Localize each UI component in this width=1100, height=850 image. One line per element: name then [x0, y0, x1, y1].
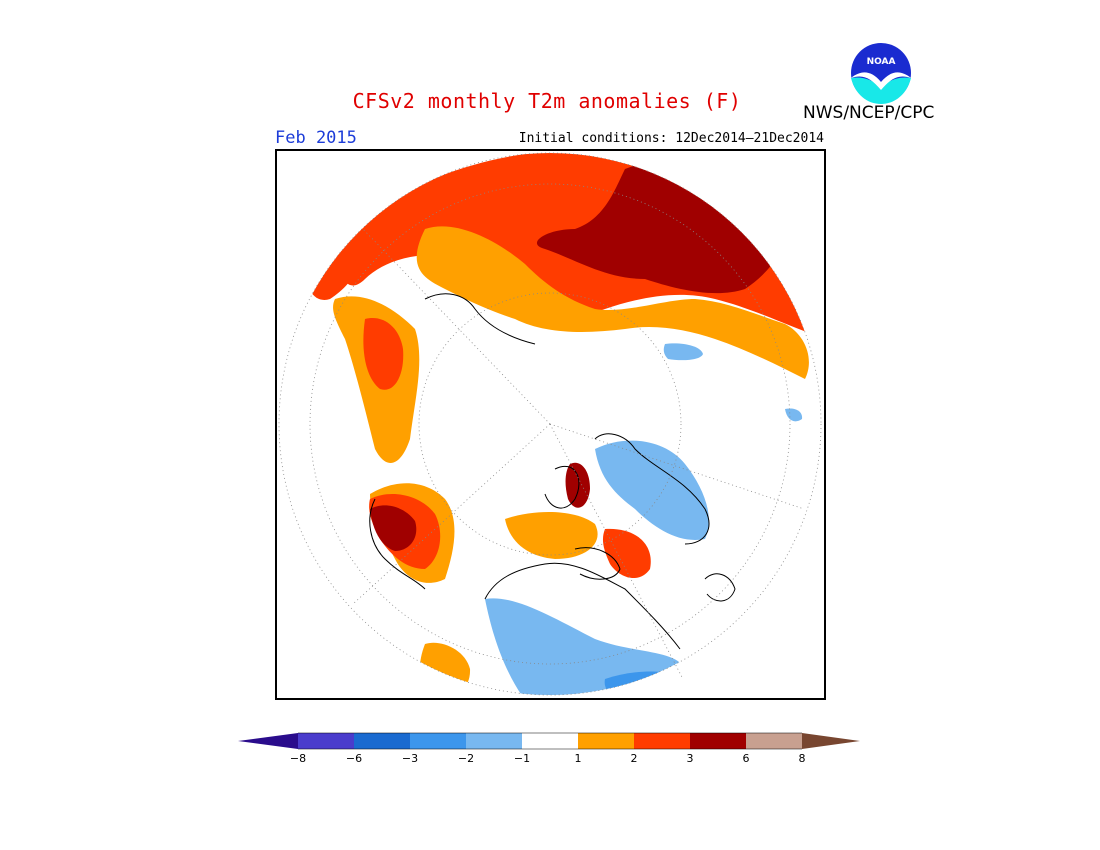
- legend-tick-label: 8: [798, 752, 806, 765]
- coastlines: [369, 293, 736, 650]
- legend-bin: [410, 733, 466, 749]
- map-frame-border: [275, 149, 826, 700]
- mild-warm-anomaly-region: [416, 226, 809, 379]
- legend-tick-label: −3: [401, 752, 419, 765]
- polar-map: [275, 149, 826, 700]
- canada-arctic-warm-region: [505, 512, 598, 559]
- graticule: [278, 152, 822, 696]
- legend-tick-label: 6: [742, 752, 750, 765]
- noaa-logo: NOAA: [850, 42, 912, 104]
- legend-tick-label: −2: [457, 752, 475, 765]
- legend-bin: [634, 733, 690, 749]
- legend-tick-label: −1: [513, 752, 531, 765]
- legend-bin: [466, 733, 522, 749]
- legend-arrow-high: [802, 733, 860, 749]
- legend-bin: [522, 733, 578, 749]
- alaska-very-warm-region: [370, 505, 417, 551]
- greenland-cold-region: [595, 440, 709, 540]
- logo-text: NOAA: [867, 57, 896, 67]
- anomaly-field: [305, 153, 821, 695]
- canada-arctic-warm-region-2: [602, 528, 651, 579]
- legend-bin: [690, 733, 746, 749]
- forecast-period-label: Feb 2015: [275, 128, 357, 148]
- legend-bin: [578, 733, 634, 749]
- asia-cold-patch-2: [785, 408, 803, 422]
- legend-bin: [298, 733, 354, 749]
- chart-title: CFSv2 monthly T2m anomalies (F): [0, 89, 1100, 113]
- initial-conditions-label: Initial conditions: 12Dec2014–21Dec2014: [518, 131, 824, 146]
- legend-tick-label: 1: [574, 752, 582, 765]
- color-legend: [238, 732, 860, 750]
- greenland-west-warm: [565, 462, 590, 508]
- asia-cold-patch: [663, 343, 703, 361]
- agency-label: NWS/NCEP/CPC: [803, 103, 935, 123]
- legend-tick-label: −6: [345, 752, 363, 765]
- chart-title-text: CFSv2 monthly T2m anomalies (F): [352, 89, 742, 113]
- legend-arrow-low: [238, 733, 298, 749]
- legend-tick-label: 3: [686, 752, 694, 765]
- legend-bin: [354, 733, 410, 749]
- warm-anomaly-region-mideast: [363, 318, 404, 390]
- legend-tick-label: −8: [289, 752, 307, 765]
- legend-tick-label: 2: [630, 752, 638, 765]
- legend-bin: [746, 733, 802, 749]
